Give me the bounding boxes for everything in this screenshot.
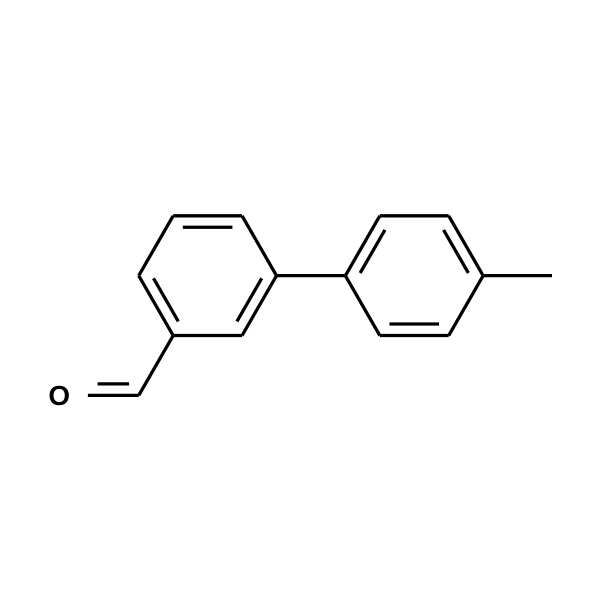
bond-ec (139, 336, 173, 396)
bond-r1ab (242, 216, 276, 276)
bond-r2cd-inner (444, 230, 469, 273)
bond-r2ab-inner (360, 230, 385, 273)
atom-label-oxygen: O (48, 380, 70, 411)
molecule-diagram: O (0, 0, 600, 600)
bond-r2de (449, 276, 483, 336)
bond-r1cd (139, 216, 173, 276)
bond-r1fa-inner (237, 278, 262, 321)
bond-r2fa (345, 276, 379, 336)
bond-r1de-inner (154, 278, 179, 321)
